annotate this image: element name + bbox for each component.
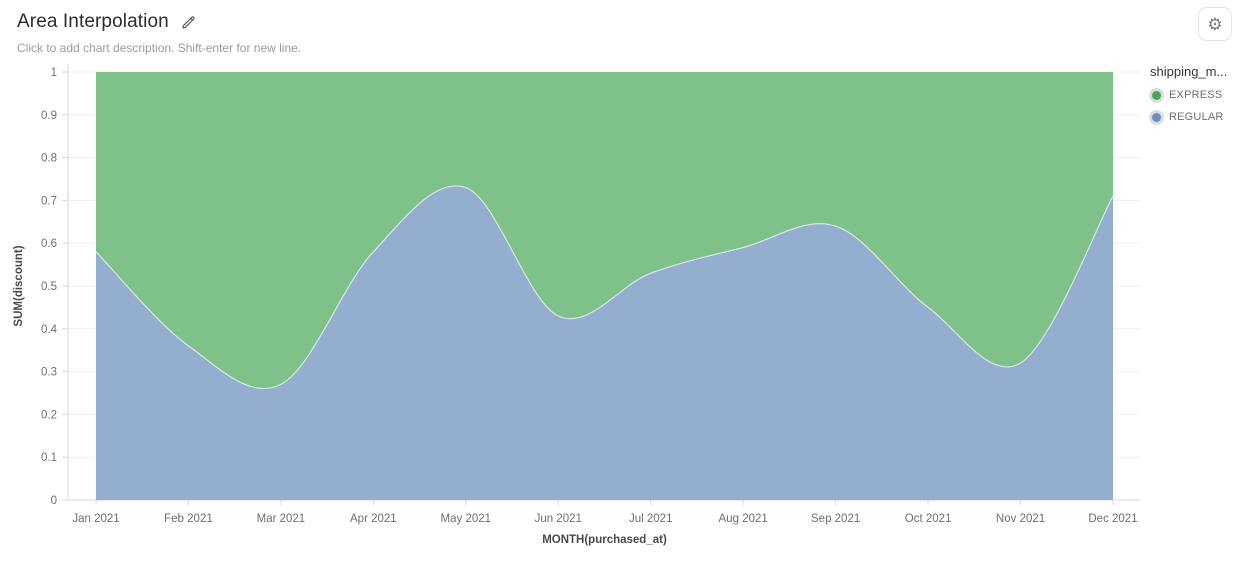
chart-description-placeholder[interactable]: Click to add chart description. Shift-en… [17,41,302,55]
x-tick-label: Dec 2021 [1088,513,1137,525]
y-tick-label: 0.4 [41,324,58,336]
page-title[interactable]: Area Interpolation [17,11,169,32]
x-tick-label: Sep 2021 [811,513,860,525]
x-tick-label: Jun 2021 [535,513,582,525]
x-tick-label: Feb 2021 [164,513,213,525]
x-tick-label: Mar 2021 [257,513,306,525]
x-tick-label: May 2021 [441,513,492,525]
gear-icon: ⚙ [1207,14,1223,34]
y-tick-label: 0.6 [41,238,57,250]
y-tick-label: 0.7 [41,195,57,207]
regular-area [96,185,1113,500]
y-tick-label: 0.9 [41,110,57,122]
express-area [96,72,1113,389]
edit-title-button[interactable] [179,12,199,32]
y-tick-label: 1 [51,67,57,79]
series-boundary-line [95,185,1114,390]
x-tick-label: Nov 2021 [996,513,1045,525]
regular-swatch-icon [1152,112,1161,122]
y-axis-title: SUM(discount) [13,245,25,326]
x-tick-label: Aug 2021 [719,513,768,525]
y-tick-label: 0.2 [41,409,57,421]
y-tick-label: 0.1 [41,452,57,464]
y-tick-label: 0.5 [41,281,57,293]
settings-button[interactable]: ⚙ [1198,7,1232,41]
x-tick-label: Apr 2021 [350,513,397,525]
legend: shipping_m... EXPRESS REGULAR [1150,64,1240,133]
y-tick-label: 0.8 [41,153,57,165]
legend-label-express: EXPRESS [1169,89,1223,101]
express-swatch-icon [1152,90,1161,100]
legend-item-express[interactable]: EXPRESS [1150,89,1240,101]
x-axis-title: MONTH(purchased_at) [542,534,667,546]
y-tick-label: 0.3 [41,367,57,379]
x-tick-label: Jan 2021 [72,513,119,525]
x-tick-label: Jul 2021 [629,513,672,525]
y-tick-label: 0 [51,495,57,507]
legend-title: shipping_m... [1150,64,1228,79]
pencil-icon [182,15,195,29]
legend-item-regular[interactable]: REGULAR [1150,111,1240,123]
legend-label-regular: REGULAR [1169,111,1224,123]
x-tick-label: Oct 2021 [905,513,952,525]
